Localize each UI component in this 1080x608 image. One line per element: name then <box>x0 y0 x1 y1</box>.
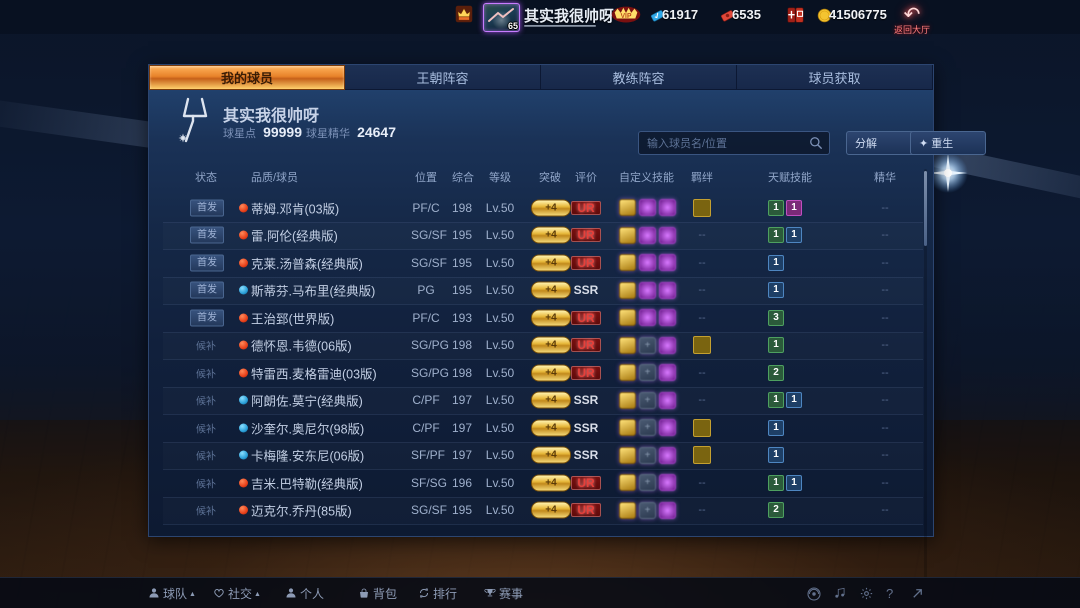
svg-text:VIP: VIP <box>620 13 631 20</box>
